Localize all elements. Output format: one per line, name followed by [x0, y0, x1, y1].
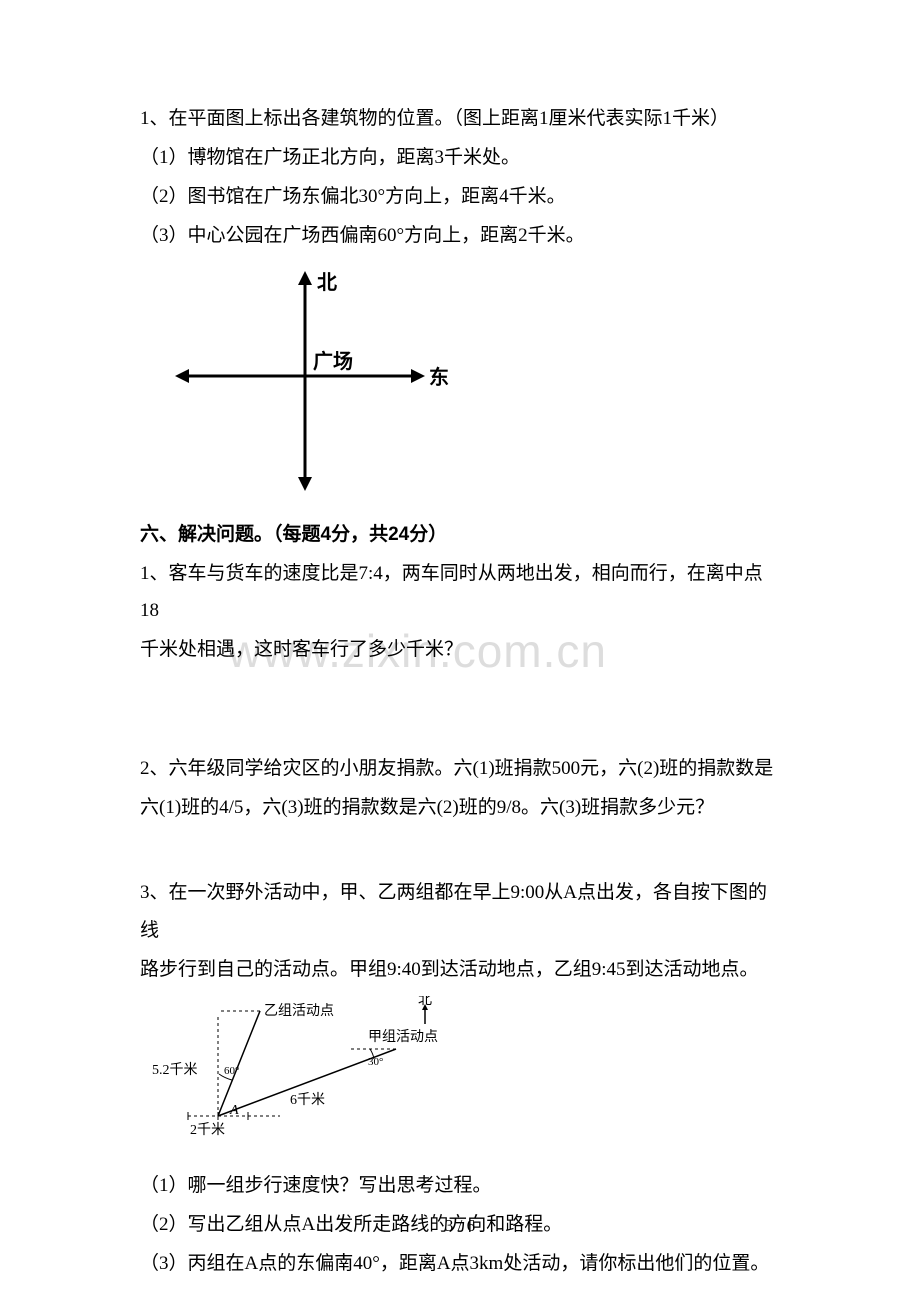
- svg-text:北: 北: [418, 996, 432, 1008]
- svg-text:2千米: 2千米: [190, 1122, 225, 1138]
- svg-text:东: 东: [429, 365, 449, 389]
- problem2-line1: 2、六年级同学给灾区的小朋友捐款。六(1)班捐款500元，六(2)班的捐款数是: [140, 750, 780, 787]
- svg-text:乙组活动点: 乙组活动点: [264, 1003, 334, 1019]
- problem3-line1: 3、在一次野外活动中，甲、乙两组都在早上9:00从A点出发，各自按下图的线: [140, 874, 780, 948]
- svg-text:广场: 广场: [313, 349, 353, 373]
- problem1-line2: 千米处相遇，这时客车行了多少千米？: [140, 631, 780, 668]
- section6-title: 六、解决问题。（每题4分，共24分）: [140, 516, 780, 553]
- svg-text:60°: 60°: [224, 1065, 239, 1077]
- svg-text:6千米: 6千米: [290, 1092, 325, 1108]
- svg-text:A: A: [229, 1103, 239, 1118]
- q1-sub3: （3）中心公园在广场西偏南60°方向上，距离2千米。: [140, 217, 780, 254]
- route-diagram: 乙组活动点甲组活动点 北 60° 30° 5.2千米 6千米 2千米 A: [150, 996, 780, 1159]
- problem3-sub3: （3）丙组在A点的东偏南40°，距离A点3km处活动，请你标出他们的位置。: [140, 1245, 780, 1282]
- compass-svg: 北东 广场: [160, 264, 470, 504]
- svg-text:5.2千米: 5.2千米: [152, 1062, 198, 1078]
- q1-sub2: （2）图书馆在广场东偏北30°方向上，距离4千米。: [140, 178, 780, 215]
- problem2-line2: 六(1)班的4/5，六(3)班的捐款数是六(2)班的9/8。六(3)班捐款多少元…: [140, 789, 780, 826]
- svg-text:甲组活动点: 甲组活动点: [368, 1029, 438, 1045]
- problem3-line2: 路步行到自己的活动点。甲组9:40到达活动地点，乙组9:45到达活动地点。: [140, 951, 780, 988]
- problem3-sub1: （1）哪一组步行速度快？写出思考过程。: [140, 1167, 780, 1204]
- q1-intro: 1、在平面图上标出各建筑物的位置。（图上距离1厘米代表实际1千米）: [140, 100, 780, 137]
- problem3-sub2: （2）写出乙组从点A出发所走路线的方向和路程。: [140, 1206, 780, 1243]
- problem1-line1: 1、客车与货车的速度比是7:4，两车同时从两地出发，相向而行，在离中点18: [140, 555, 780, 629]
- svg-text:北: 北: [317, 271, 337, 294]
- q1-sub1: （1）博物馆在广场正北方向，距离3千米处。: [140, 139, 780, 176]
- route-svg: 乙组活动点甲组活动点 北 60° 30° 5.2千米 6千米 2千米 A: [150, 996, 460, 1146]
- svg-text:30°: 30°: [368, 1056, 383, 1068]
- compass-diagram: 北东 广场: [160, 264, 780, 504]
